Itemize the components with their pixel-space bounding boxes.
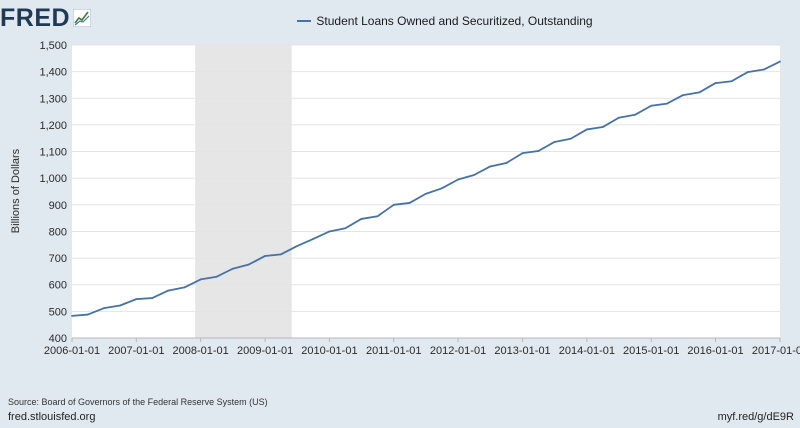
series-point bbox=[746, 71, 749, 74]
series-point bbox=[617, 116, 620, 119]
series-point bbox=[762, 68, 765, 71]
series-point bbox=[280, 253, 282, 256]
series-point bbox=[392, 203, 395, 206]
series-point bbox=[215, 275, 218, 278]
series-point bbox=[328, 230, 331, 233]
series-point bbox=[119, 304, 122, 307]
x-tick-label: 2016-01-01 bbox=[687, 345, 743, 357]
source-note: Source: Board of Governors of the Federa… bbox=[8, 397, 268, 407]
y-tick-label: 400 bbox=[49, 333, 67, 345]
series-point bbox=[714, 82, 717, 84]
series-point bbox=[779, 60, 781, 63]
series-point bbox=[489, 165, 492, 168]
legend-series-swatch bbox=[297, 20, 312, 22]
series-point bbox=[344, 227, 347, 230]
x-tick-label: 2012-01-01 bbox=[430, 345, 486, 357]
series-point bbox=[199, 278, 202, 281]
series-point bbox=[71, 314, 73, 317]
x-axis-ticks: 2006-01-01 2007-01-01 2008-01-01 2009-01-01… bbox=[44, 337, 800, 357]
series-point bbox=[634, 113, 636, 116]
y-axis-ticks: 400 500 600 700 800 900 1,000 1,100 1,200 1,300 1,… bbox=[39, 40, 67, 345]
series-point bbox=[135, 298, 138, 301]
series-point bbox=[183, 286, 186, 289]
y-tick-label: 800 bbox=[49, 226, 67, 238]
series-point bbox=[167, 289, 170, 292]
y-tick-label: 1,200 bbox=[39, 120, 67, 132]
series-point bbox=[248, 263, 250, 266]
y-tick-label: 1,000 bbox=[39, 173, 67, 185]
series-point bbox=[376, 215, 379, 218]
x-tick-label: 2006-01-01 bbox=[44, 345, 100, 357]
series-point bbox=[553, 141, 556, 143]
x-tick-label: 2017-01-01 bbox=[752, 345, 800, 357]
series-point bbox=[473, 174, 476, 176]
series-layer bbox=[71, 60, 781, 317]
y-tick-label: 1,100 bbox=[39, 147, 67, 159]
series-point bbox=[537, 150, 540, 152]
x-tick-label: 2010-01-01 bbox=[301, 345, 357, 357]
series-point bbox=[424, 192, 427, 195]
recession-layer bbox=[195, 45, 292, 338]
short-url-link[interactable]: myf.red/g/dE9R bbox=[717, 411, 794, 423]
y-tick-label: 500 bbox=[49, 306, 67, 318]
x-tick-label: 2015-01-01 bbox=[623, 345, 679, 357]
series-point bbox=[569, 137, 572, 140]
fred-logo-text: FRED bbox=[0, 4, 71, 32]
x-tick-label: 2013-01-01 bbox=[494, 345, 550, 357]
y-axis-title: Billions of Dollars bbox=[10, 148, 22, 233]
series-point bbox=[521, 152, 524, 155]
legend-series-label: Student Loans Owned and Securitized, Out… bbox=[316, 14, 593, 28]
series-point bbox=[440, 187, 443, 190]
y-tick-label: 900 bbox=[49, 200, 67, 212]
y-tick-label: 1,300 bbox=[39, 93, 67, 105]
x-tick-label: 2009-01-01 bbox=[237, 345, 293, 357]
series-point bbox=[231, 267, 234, 270]
series-point bbox=[151, 297, 154, 299]
series-point bbox=[682, 94, 684, 96]
y-tick-label: 700 bbox=[49, 253, 67, 265]
grid-layer bbox=[72, 44, 780, 339]
series-point bbox=[360, 218, 363, 220]
y-tick-label: 600 bbox=[49, 280, 67, 292]
series-point bbox=[102, 307, 105, 310]
series-point bbox=[601, 126, 604, 128]
series-point bbox=[86, 313, 89, 316]
series-point bbox=[698, 91, 701, 94]
recession-shade bbox=[195, 45, 292, 338]
series-point bbox=[505, 162, 508, 164]
y-tick-label: 1,400 bbox=[39, 67, 67, 79]
series-point bbox=[730, 80, 733, 83]
chart-legend: Student Loans Owned and Securitized, Out… bbox=[0, 14, 800, 28]
series-point bbox=[585, 128, 588, 131]
fred-logo[interactable]: FRED bbox=[0, 4, 92, 32]
x-tick-label: 2008-01-01 bbox=[172, 345, 228, 357]
series-point bbox=[457, 178, 459, 181]
series-point bbox=[312, 238, 315, 240]
fred-site-link[interactable]: fred.stlouisfed.org bbox=[8, 411, 96, 423]
series-point bbox=[650, 104, 653, 107]
y-tick-label: 1,500 bbox=[39, 40, 67, 52]
series-point bbox=[296, 245, 298, 248]
x-tick-label: 2011-01-01 bbox=[366, 345, 421, 357]
fred-chart-mark-icon bbox=[73, 9, 92, 27]
series-point bbox=[408, 202, 411, 204]
plot-area bbox=[72, 45, 780, 338]
series-point bbox=[666, 102, 668, 105]
x-tick-label: 2007-01-01 bbox=[108, 345, 164, 357]
series-point bbox=[264, 255, 267, 257]
x-tick-label: 2014-01-01 bbox=[559, 345, 615, 357]
